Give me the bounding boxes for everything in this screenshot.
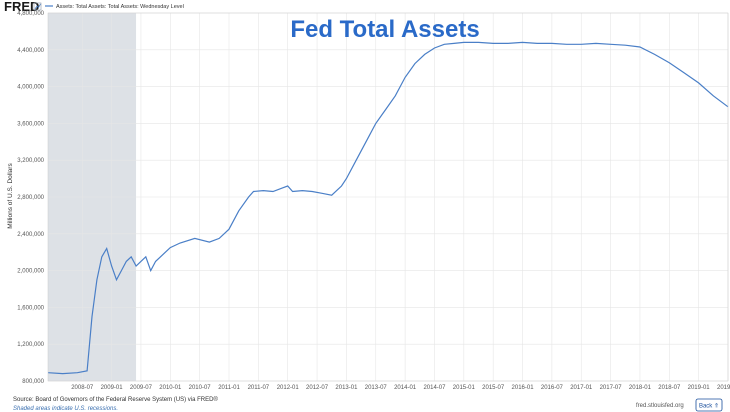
plot-area: 800,000 1,200,000 1,600,000 2,000,000 2,400,… <box>17 11 730 391</box>
x-tick-label: 2008-07 <box>71 385 94 391</box>
y-tick-label: 1,200,000 <box>17 342 44 348</box>
fred-logo[interactable]: FRED <box>4 0 39 14</box>
x-tick-label: 2016-07 <box>541 385 564 391</box>
x-tick-label: 2015-01 <box>453 385 476 391</box>
x-tick-label: 2009-01 <box>101 385 124 391</box>
y-tick-label: 4,800,000 <box>17 11 44 17</box>
x-tick-label: 2017-07 <box>600 385 623 391</box>
x-tick-label: 2009-07 <box>130 385 153 391</box>
x-tick-label: 2010-01 <box>159 385 182 391</box>
back-button[interactable]: Back ⇑ <box>695 398 723 412</box>
x-tick-label: 2018-07 <box>658 385 681 391</box>
y-axis-label: Millions of U.S. Dollars <box>7 163 14 229</box>
y-axis: 800,000 1,200,000 1,600,000 2,000,000 2,400,… <box>17 11 44 385</box>
source-note: Source: Board of Governors of the Federa… <box>13 396 218 403</box>
x-axis: 2008-07 2009-01 2009-07 2010-01 2010-07 2011-… <box>71 385 730 391</box>
x-tick-label: 2016-01 <box>512 385 535 391</box>
x-tick-label: 2013-01 <box>335 385 358 391</box>
x-tick-label: 2012-07 <box>306 385 329 391</box>
y-tick-label: 2,000,000 <box>17 269 44 275</box>
x-tick-label: 2010-07 <box>189 385 212 391</box>
y-tick-label: 4,000,000 <box>17 85 44 91</box>
x-tick-label: 2019-07 <box>717 385 730 391</box>
x-tick-label: 2011-01 <box>218 385 240 391</box>
y-tick-label: 4,400,000 <box>17 48 44 54</box>
x-tick-label: 2017-01 <box>570 385 593 391</box>
legend-label: Assets: Total Assets: Total Assets: Wedn… <box>56 4 184 10</box>
recession-note: Shaded areas indicate U.S. recessions. <box>13 406 118 412</box>
y-tick-label: 3,200,000 <box>17 158 44 164</box>
x-tick-label: 2019-01 <box>688 385 711 391</box>
x-tick-label: 2013-07 <box>365 385 388 391</box>
y-tick-label: 800,000 <box>22 379 44 385</box>
site-url[interactable]: fred.stlouisfed.org <box>636 403 684 409</box>
x-tick-label: 2015-07 <box>482 385 505 391</box>
x-tick-label: 2012-01 <box>277 385 300 391</box>
x-tick-label: 2014-07 <box>423 385 446 391</box>
series-line-total-assets <box>47 41 729 375</box>
back-button-label[interactable]: Back ⇑ <box>699 403 719 410</box>
chart-title: Fed Total Assets <box>290 16 479 43</box>
x-tick-label: 2011-07 <box>248 385 270 391</box>
y-tick-label: 3,600,000 <box>17 121 44 127</box>
y-tick-label: 1,600,000 <box>17 305 44 311</box>
fred-logo-icon <box>33 2 42 11</box>
x-tick-label: 2018-01 <box>629 385 652 391</box>
y-tick-label: 2,800,000 <box>17 195 44 201</box>
grid-lines <box>48 12 729 382</box>
y-tick-label: 2,400,000 <box>17 232 44 238</box>
x-tick-label: 2014-01 <box>394 385 417 391</box>
plot-border <box>47 12 729 382</box>
